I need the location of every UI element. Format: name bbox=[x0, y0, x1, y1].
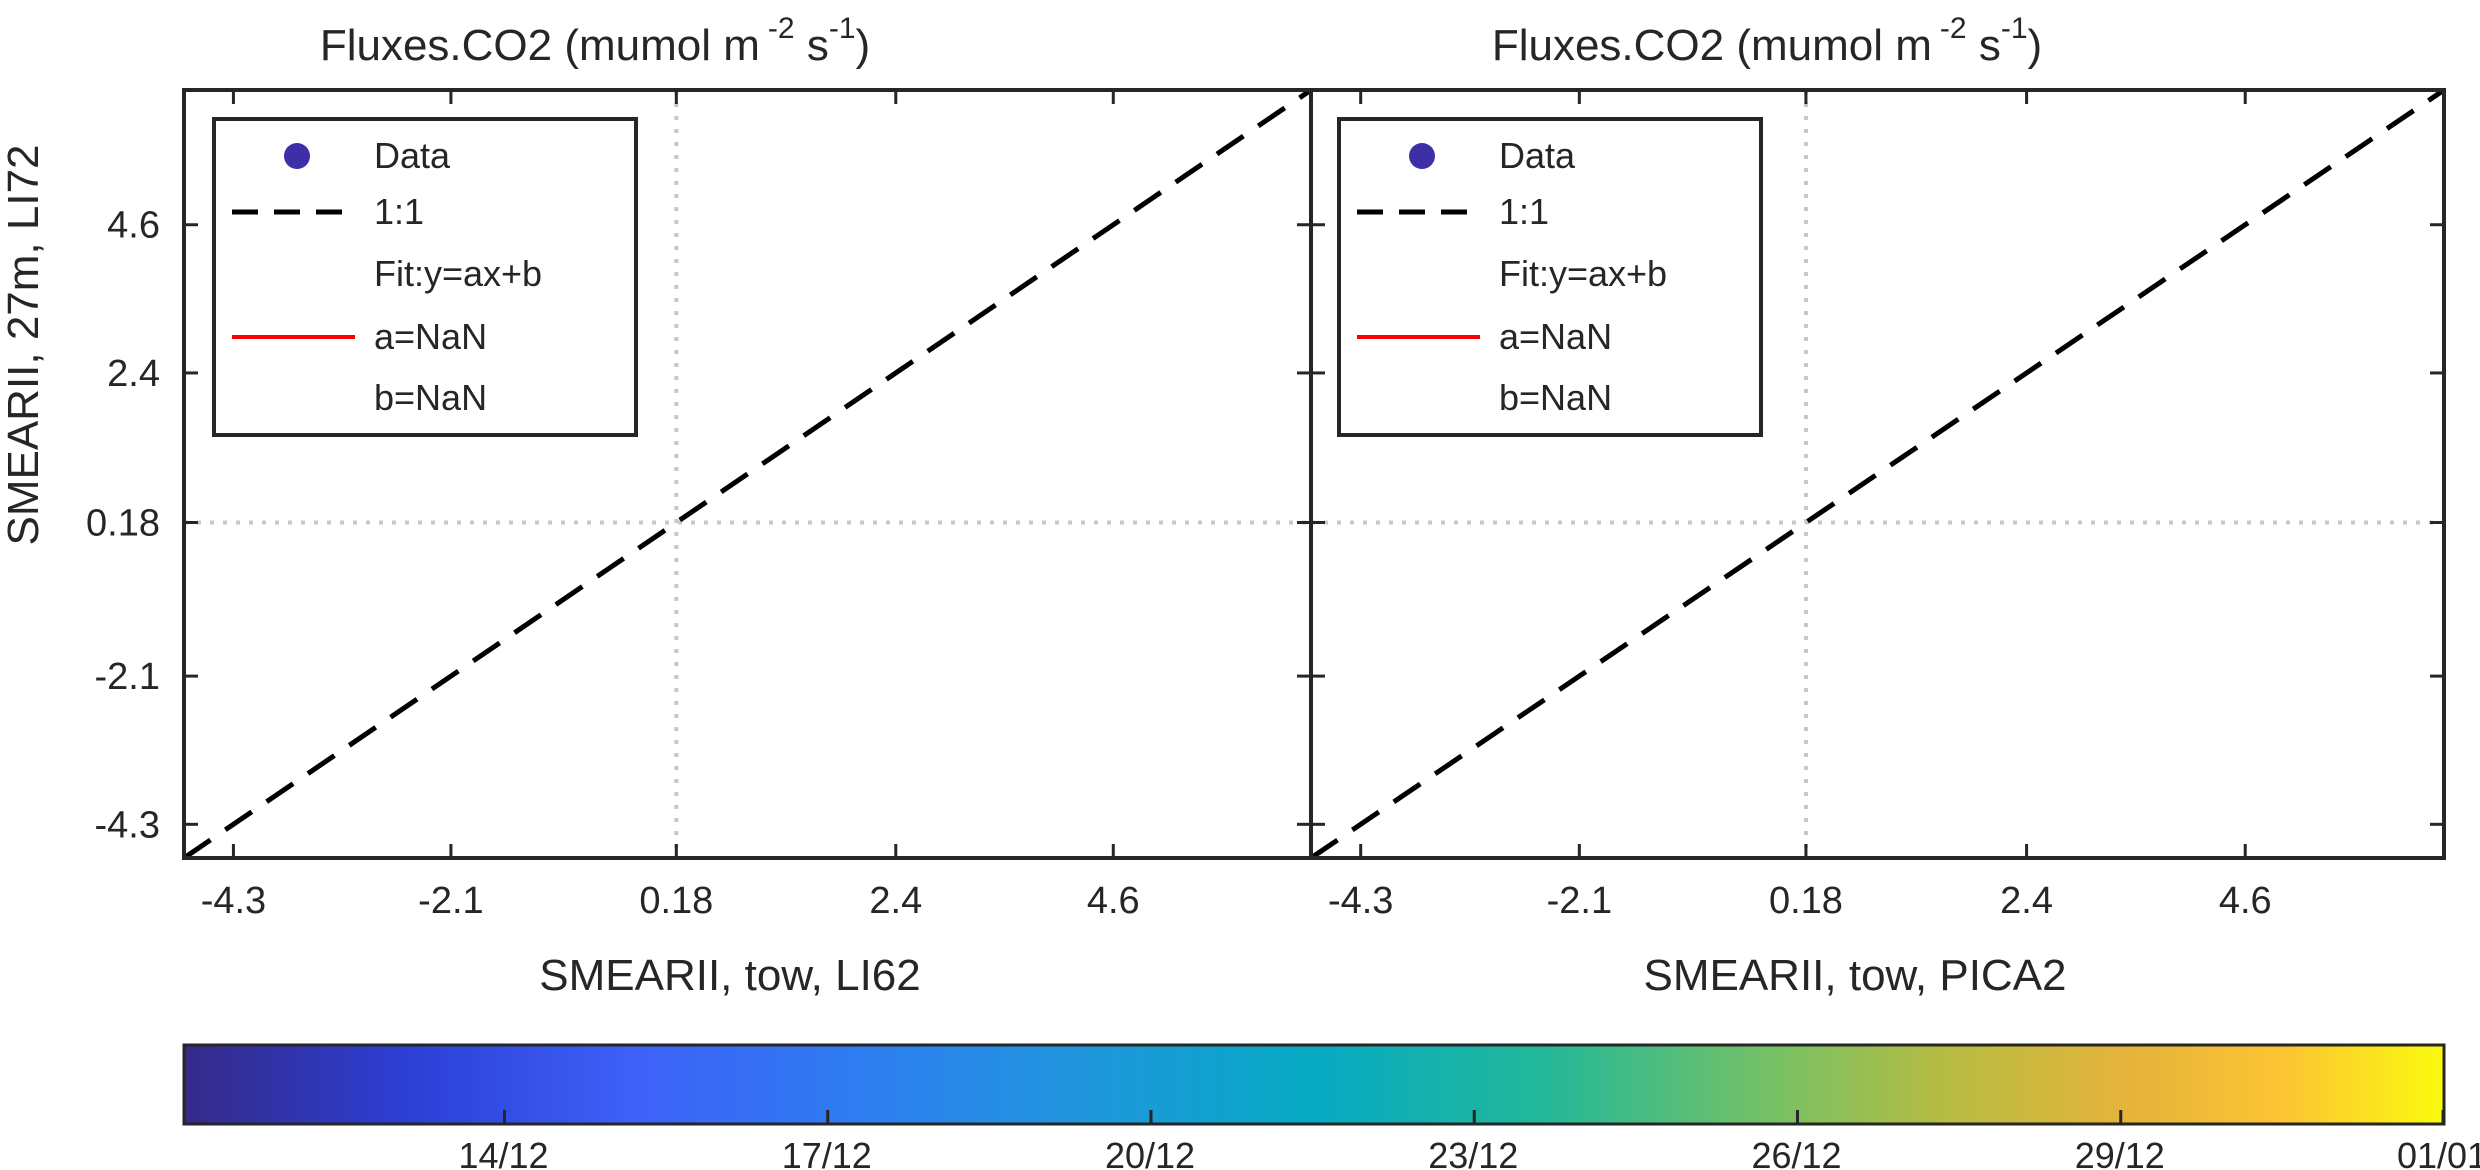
y-tick-label: -4.3 bbox=[95, 804, 160, 846]
colorbar-tick-label: 01/01 bbox=[2397, 1135, 2480, 1170]
title-end: ) bbox=[856, 21, 871, 70]
colorbar-tick-label: 23/12 bbox=[1428, 1135, 1518, 1170]
title-sup-2: -1 bbox=[829, 12, 856, 45]
x-tick-label: 0.18 bbox=[639, 880, 713, 922]
legend-label-fit: Fit:y=ax+b bbox=[1499, 253, 1667, 294]
colorbar-gradient bbox=[182, 1043, 2446, 1126]
left-y-axis-label: SMEARII, 27m, LI72 bbox=[0, 144, 48, 545]
title-text: Fluxes.CO2 (mumol m bbox=[320, 21, 760, 70]
title-end: ) bbox=[2028, 21, 2043, 70]
right-plot-area: -4.3 -2.1 0.18 2.4 4.6 bbox=[1309, 87, 2446, 922]
y-tick-label: 2.4 bbox=[107, 353, 160, 395]
legend-label-a: a=NaN bbox=[374, 316, 487, 357]
title-sup-1: -2 bbox=[1940, 12, 1967, 45]
one-to-one-line bbox=[1309, 87, 2446, 861]
title-mid: s bbox=[795, 21, 829, 70]
left-legend: Data 1:1 Fit:y=ax+b a=NaN b=NaN bbox=[212, 117, 638, 437]
one-to-one-line bbox=[182, 87, 1313, 861]
legend-label-data: Data bbox=[374, 135, 451, 176]
legend-box bbox=[212, 117, 638, 437]
legend-label-one-to-one: 1:1 bbox=[1499, 191, 1549, 232]
colorbar-tick-label: 17/12 bbox=[782, 1135, 872, 1170]
x-tick-label: 2.4 bbox=[2000, 880, 2053, 922]
x-tick-label: 4.6 bbox=[1087, 880, 1140, 922]
axes-frame bbox=[1309, 88, 2446, 860]
x-tick-label: 0.18 bbox=[1769, 880, 1843, 922]
left-panel: Fluxes.CO2 (mumol m -2 s-1) -4.3 -2.1 0.18 2… bbox=[0, 12, 1313, 1000]
title-sup-2: -1 bbox=[2001, 12, 2028, 45]
colorbar-tick-label: 20/12 bbox=[1105, 1135, 1195, 1170]
x-tick-label: -4.3 bbox=[201, 880, 266, 922]
legend-label-fit: Fit:y=ax+b bbox=[374, 253, 542, 294]
colorbar-tick-label: 14/12 bbox=[458, 1135, 548, 1170]
colorbar-tick-label: 26/12 bbox=[1751, 1135, 1841, 1170]
legend-box bbox=[1337, 117, 1763, 437]
legend-label-a: a=NaN bbox=[1499, 316, 1612, 357]
colorbar-tick-label: 29/12 bbox=[2075, 1135, 2165, 1170]
legend-label-one-to-one: 1:1 bbox=[374, 191, 424, 232]
y-tick-label: -2.1 bbox=[95, 656, 160, 698]
left-panel-title: Fluxes.CO2 (mumol m -2 s-1) bbox=[320, 12, 870, 70]
right-panel: Fluxes.CO2 (mumol m -2 s-1) -4.3 -2.1 0.18 2… bbox=[1309, 12, 2446, 1000]
legend-label-b: b=NaN bbox=[374, 377, 487, 418]
x-tick-label: 2.4 bbox=[869, 880, 922, 922]
right-legend: Data 1:1 Fit:y=ax+b a=NaN b=NaN bbox=[1337, 117, 1763, 437]
x-tick-label: -4.3 bbox=[1328, 880, 1393, 922]
left-plot-area: -4.3 -2.1 0.18 2.4 4.6 -4.3 -2.1 0.18 2.4 4.6 bbox=[86, 87, 1313, 922]
right-x-axis-label: SMEARII, tow, PICA2 bbox=[1643, 951, 2066, 1000]
y-tick-label: 4.6 bbox=[107, 205, 160, 247]
legend-label-data: Data bbox=[1499, 135, 1576, 176]
legend-label-b: b=NaN bbox=[1499, 377, 1612, 418]
colorbar: 14/12 17/12 20/12 23/12 26/12 29/12 01/01 bbox=[182, 1043, 2480, 1170]
title-text: Fluxes.CO2 (mumol m bbox=[1492, 21, 1932, 70]
x-tick-label: -2.1 bbox=[418, 880, 483, 922]
left-x-axis-label: SMEARII, tow, LI62 bbox=[539, 951, 921, 1000]
title-mid: s bbox=[1967, 21, 2001, 70]
right-panel-title: Fluxes.CO2 (mumol m -2 s-1) bbox=[1492, 12, 2042, 70]
x-tick-label: -2.1 bbox=[1547, 880, 1612, 922]
title-sup-1: -2 bbox=[768, 12, 795, 45]
legend-data-marker bbox=[284, 143, 310, 169]
legend-data-marker bbox=[1409, 143, 1435, 169]
y-tick-label: 0.18 bbox=[86, 503, 160, 545]
x-tick-label: 4.6 bbox=[2219, 880, 2272, 922]
